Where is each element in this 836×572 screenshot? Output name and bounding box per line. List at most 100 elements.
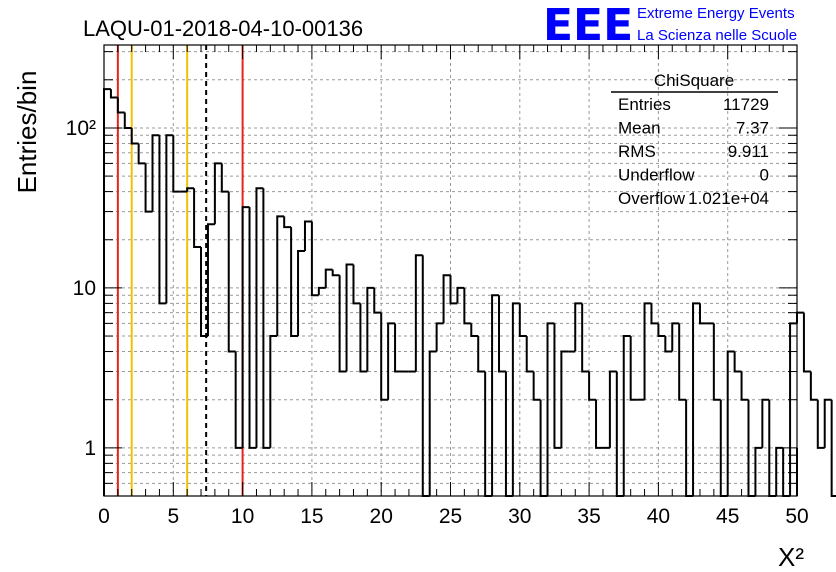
histogram-bin [553,323,562,449]
histogram-bin [498,295,506,373]
histogram-bin [595,399,603,449]
histogram-bin [359,303,368,373]
histogram-bin [276,215,285,337]
histogram-bin [158,135,167,305]
histogram-bin [650,303,659,325]
y-tick-label: 10² [66,117,96,140]
stats-rows: Entries 11729 Mean 7.37 RMS 9.911 Underflow 0 Ov… [618,95,769,208]
histogram-bin [504,371,513,497]
histogram-bin [303,220,312,252]
histogram-bin [352,264,361,305]
histogram-bin [317,286,326,296]
x-tick-label: 40 [647,505,670,528]
stats-label: RMS [618,142,656,161]
histogram-bin [234,351,243,449]
eee-logo: EEE Extreme Energy Events La Scienza nel… [543,0,797,51]
histogram-bin [664,336,673,353]
logo-mark: EEE [543,0,633,51]
histogram-bin [255,187,264,448]
histogram-bin [366,286,375,372]
x-tick-label: 0 [98,505,110,528]
x-tick-label: 20 [370,505,393,528]
histogram-bin [754,446,763,496]
histogram-bin [525,336,534,373]
histogram-bin [456,286,465,304]
histogram-bin [151,134,160,212]
histogram-bin [470,323,479,338]
histogram-bin [733,351,742,373]
histogram-bin [574,302,583,352]
histogram-bin [588,371,597,401]
histogram-bin [796,311,804,324]
histogram-bin [629,336,638,401]
histogram-series [103,88,836,497]
histogram-bin [331,269,340,277]
histogram-bin [823,398,832,448]
histogram-bin [345,263,354,372]
histogram-bin [248,207,257,449]
histogram-bin [213,162,222,225]
histogram-bin [712,323,721,401]
histogram-bin [581,303,590,373]
histogram-bin [643,302,652,400]
stats-title: ChiSquare [654,71,734,90]
histogram-bin [546,322,555,496]
stats-label: Entries [618,95,671,114]
stats-value: 0 [760,166,769,185]
stats-value: 1.021e+04 [688,189,769,208]
logo-line-1: Extreme Energy Events [637,5,795,22]
histogram-bin [206,223,215,337]
stats-label: Mean [618,119,661,138]
histogram-bin [310,221,319,297]
stats-value: 11729 [723,95,769,114]
histogram-bin [671,322,680,352]
histogram-bin [511,302,520,496]
histogram-bin [477,336,486,373]
histogram-bin [200,247,208,338]
histogram-bin [678,323,687,401]
y-tick-label: 1 [84,437,96,460]
stats-label: Underflow [618,166,695,185]
histogram-bin [130,127,139,145]
histogram-bin [394,323,402,373]
x-tick-label: 10 [231,505,254,528]
histogram-bin [297,250,305,337]
histogram-bin [290,227,299,338]
histogram-bin [123,112,132,129]
histogram-bin [761,398,770,448]
x-tick-label: 25 [439,505,462,528]
histogram-bin [615,371,624,497]
chart-title: LAQU-01-2018-04-10-00136 [83,16,363,41]
histogram-bin [269,335,278,448]
histogram-bin [809,371,818,401]
histogram-bin [428,350,437,496]
reference-lines [116,45,244,496]
histogram-bin [109,89,118,99]
histogram-bin [449,275,458,305]
y-axis-title: Entries/bin [12,71,42,194]
histogram-bin [692,302,700,496]
histogram-bin [144,163,153,213]
x-tick-label: 15 [300,505,323,528]
stats-label: Overflow [618,189,686,208]
histogram-bin [726,350,735,496]
x-tick-label: 5 [167,505,179,528]
x-tick-label: 50 [785,505,808,528]
histogram-bin [165,134,174,304]
histogram-bin [103,88,111,496]
histogram-bin [172,135,181,193]
logo-line-2: La Scienza nelle Scuole [637,27,797,44]
stats-value: 7.37 [736,119,769,138]
histogram-bin [324,268,333,288]
histogram-bin [532,371,541,401]
axis-ticks: 0 5 10 15 20 25 30 35 40 45 50 1 10 10² [66,45,809,528]
histogram-bin [518,303,527,338]
histogram-bin [435,322,444,352]
histogram-bin [338,275,347,373]
histogram-bin [186,187,195,192]
stats-box: ChiSquare Entries 11729 Mean 7.37 RMS 9.911 Un… [611,71,778,208]
stats-value: 9.911 [728,142,769,161]
x-axis-title: X² [778,542,804,572]
histogram-bin [789,322,797,496]
histogram-bin [193,188,202,249]
